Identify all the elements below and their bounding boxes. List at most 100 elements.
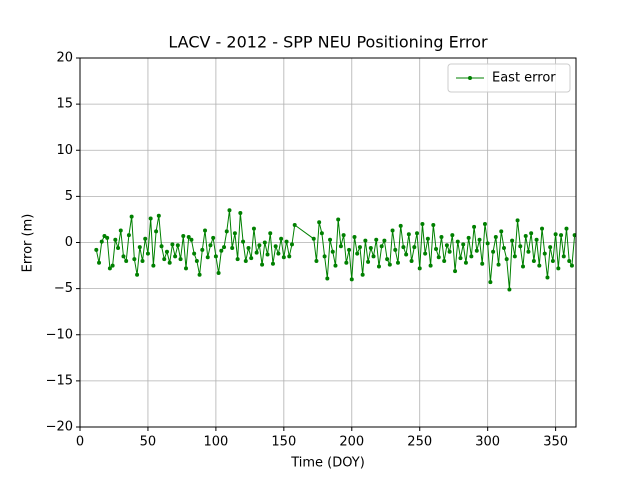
data-point: [116, 246, 121, 251]
data-point: [439, 234, 444, 239]
data-point: [279, 236, 284, 241]
data-point: [357, 245, 362, 250]
legend-box: [447, 63, 571, 93]
data-point: [461, 242, 466, 247]
y-tick-label: 0: [65, 235, 73, 250]
data-point: [493, 234, 498, 239]
plot-area: [94, 208, 576, 292]
data-point: [453, 269, 458, 274]
data-point: [425, 236, 430, 241]
data-point: [317, 220, 322, 225]
data-point: [216, 270, 221, 275]
data-point: [431, 222, 436, 227]
data-point: [572, 233, 576, 238]
data-point: [428, 263, 433, 268]
data-point: [156, 213, 161, 218]
x-axis-label: Time (DOY): [290, 456, 365, 471]
data-point: [124, 258, 129, 263]
y-tick-label: 20: [56, 51, 73, 66]
data-point: [540, 226, 545, 231]
data-point: [450, 233, 455, 238]
data-point: [213, 254, 218, 259]
data-point: [268, 231, 273, 236]
data-point: [477, 237, 482, 242]
data-point: [501, 246, 506, 251]
data-point: [284, 239, 289, 244]
data-point: [164, 249, 169, 254]
data-point: [482, 222, 487, 227]
data-point: [107, 266, 112, 271]
data-point: [341, 233, 346, 238]
data-point: [529, 231, 534, 236]
data-point: [137, 245, 142, 250]
data-point: [349, 277, 354, 282]
data-point: [444, 243, 449, 248]
data-point: [143, 236, 148, 241]
data-point: [545, 275, 550, 280]
data-point: [455, 239, 460, 244]
data-point: [469, 254, 474, 259]
legend-marker: [468, 76, 472, 80]
data-point: [140, 258, 145, 263]
data-point: [224, 229, 229, 234]
data-point: [355, 251, 360, 256]
data-point: [406, 232, 411, 237]
data-point: [561, 254, 566, 259]
data-point: [409, 258, 414, 263]
data-point: [186, 234, 191, 239]
data-point: [222, 245, 227, 250]
data-point: [154, 229, 159, 234]
data-point: [314, 258, 319, 263]
data-point: [387, 262, 392, 267]
data-point: [363, 238, 368, 243]
data-point: [148, 216, 153, 221]
data-point: [205, 255, 210, 260]
data-point: [507, 287, 512, 292]
data-point: [534, 237, 539, 242]
x-tick-label: 250: [407, 435, 432, 450]
data-point: [518, 244, 523, 249]
data-point: [265, 252, 270, 257]
data-point: [466, 235, 471, 240]
data-point: [167, 260, 172, 265]
data-point: [110, 263, 115, 268]
data-point: [548, 245, 553, 250]
data-point: [531, 258, 536, 263]
data-point: [360, 272, 365, 277]
data-point: [390, 228, 395, 233]
data-point: [515, 218, 520, 223]
data-point: [194, 258, 199, 263]
x-tick-label: 150: [271, 435, 296, 450]
data-point: [281, 255, 286, 260]
data-point: [254, 250, 259, 255]
data-point: [126, 233, 131, 238]
data-point: [347, 247, 352, 252]
data-point: [322, 254, 327, 259]
data-point: [170, 242, 175, 247]
data-point: [287, 254, 292, 259]
data-point: [352, 234, 357, 239]
data-point: [257, 243, 262, 248]
data-point: [241, 239, 246, 244]
data-point: [235, 257, 240, 262]
data-point: [99, 239, 104, 244]
x-tick-label: 50: [140, 435, 157, 450]
data-point: [189, 237, 194, 242]
x-tick-label: 200: [339, 435, 364, 450]
data-point: [338, 244, 343, 249]
data-point: [292, 222, 297, 227]
data-point: [113, 237, 118, 242]
data-point: [512, 254, 517, 259]
y-tick-label: 5: [65, 189, 73, 204]
data-point: [393, 247, 398, 252]
data-point: [382, 238, 387, 243]
y-tick-label: −20: [46, 420, 73, 435]
data-point: [485, 241, 490, 246]
data-point: [276, 251, 281, 256]
data-point: [200, 247, 205, 252]
data-point: [183, 266, 188, 271]
data-point: [192, 251, 197, 256]
y-tick-label: 10: [56, 143, 73, 158]
series-line: [95, 210, 576, 290]
